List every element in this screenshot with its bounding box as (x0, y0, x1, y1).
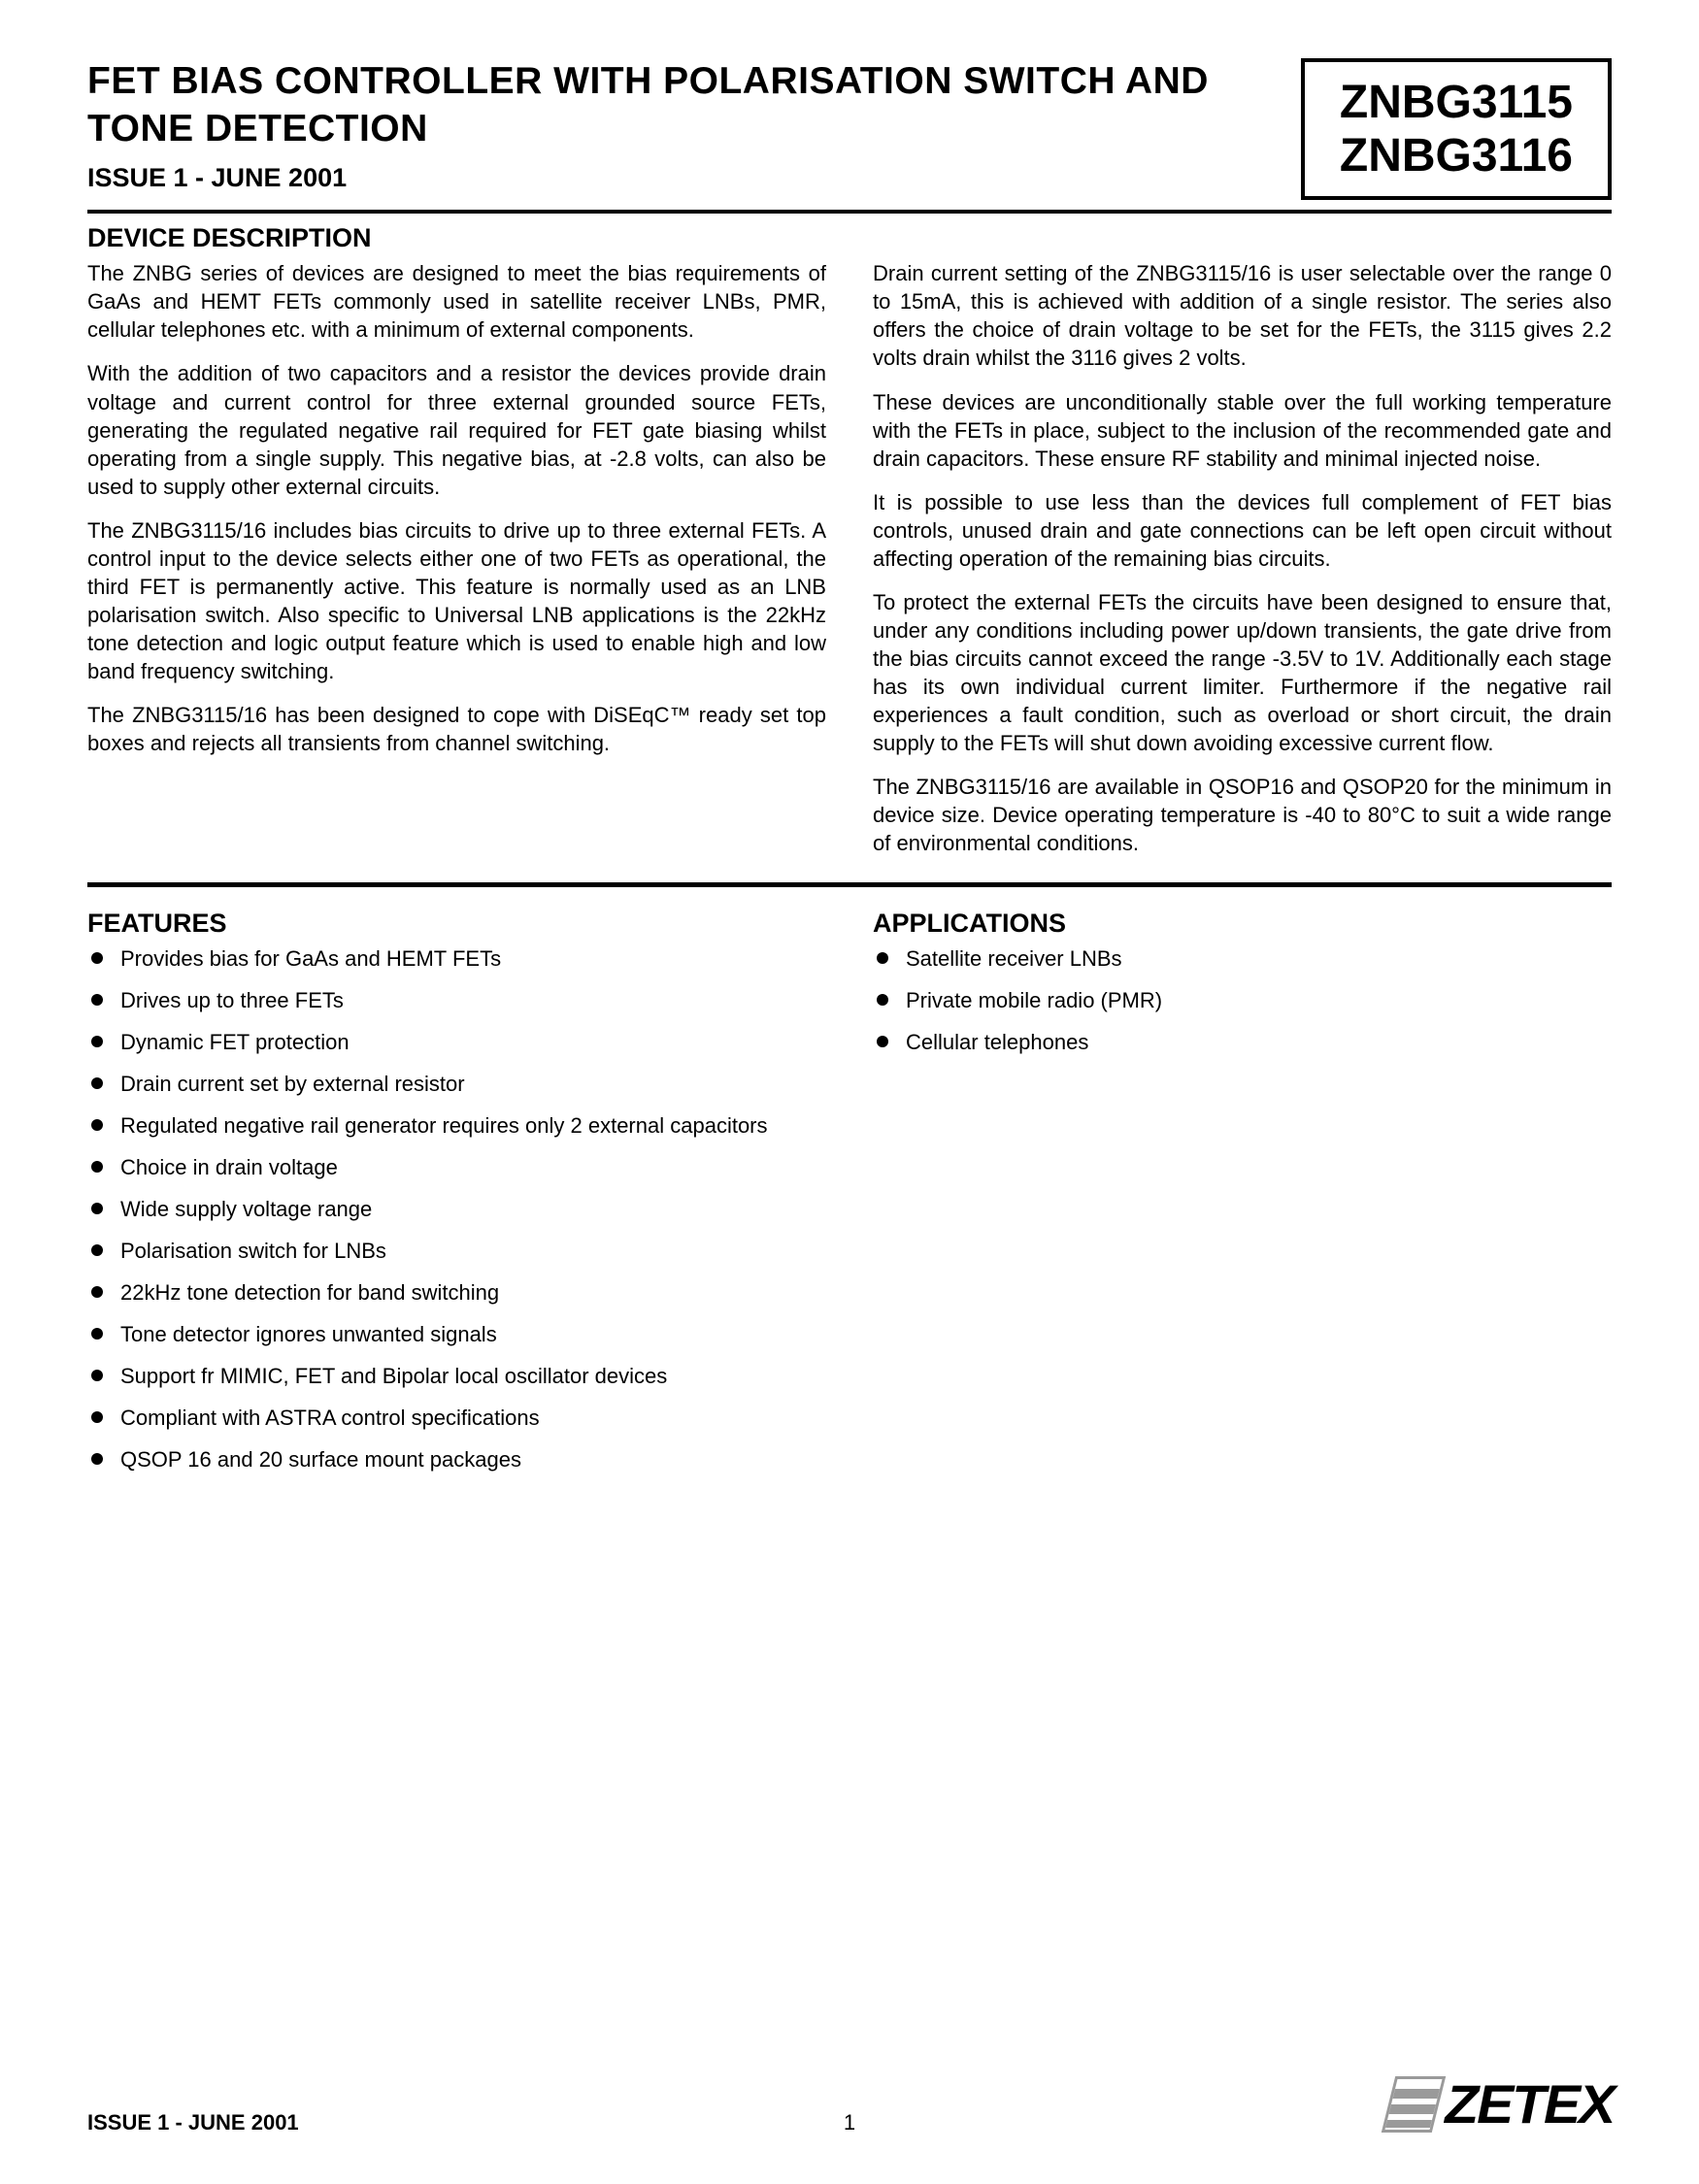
list-item: Compliant with ASTRA control specificati… (87, 1404, 826, 1432)
zetex-badge-icon (1381, 2076, 1445, 2133)
list-item: Satellite receiver LNBs (873, 944, 1612, 973)
desc-p6: These devices are unconditionally stable… (873, 388, 1612, 473)
zetex-logo: ZETEX (1388, 2072, 1612, 2135)
issue-line: ISSUE 1 - JUNE 2001 (87, 163, 1272, 193)
features-column: FEATURES Provides bias for GaAs and HEMT… (87, 909, 826, 1487)
list-item: Cellular telephones (873, 1028, 1612, 1056)
list-item: Drain current set by external resistor (87, 1070, 826, 1098)
part-number-2: ZNBG3116 (1340, 129, 1573, 182)
divider-mid (87, 882, 1612, 887)
desc-p8: To protect the external FETs the circuit… (873, 588, 1612, 757)
footer: ISSUE 1 - JUNE 2001 1 ZETEX (87, 2072, 1612, 2135)
list-item: Support fr MIMIC, FET and Bipolar local … (87, 1362, 826, 1390)
list-item: Private mobile radio (PMR) (873, 986, 1612, 1014)
desc-p9: The ZNBG3115/16 are available in QSOP16 … (873, 773, 1612, 857)
desc-p1: The ZNBG series of devices are designed … (87, 259, 826, 344)
divider-top (87, 210, 1612, 214)
desc-p4: The ZNBG3115/16 has been designed to cop… (87, 701, 826, 757)
device-description-heading: DEVICE DESCRIPTION (87, 223, 1612, 253)
list-item: Drives up to three FETs (87, 986, 826, 1014)
footer-page-number: 1 (844, 2110, 855, 2135)
list-item: 22kHz tone detection for band switching (87, 1278, 826, 1307)
desc-p3: The ZNBG3115/16 includes bias circuits t… (87, 516, 826, 685)
list-item: Regulated negative rail generator requir… (87, 1111, 826, 1140)
list-item: Polarisation switch for LNBs (87, 1237, 826, 1265)
desc-p7: It is possible to use less than the devi… (873, 488, 1612, 573)
features-list: Provides bias for GaAs and HEMT FETs Dri… (87, 944, 826, 1473)
part-number-1: ZNBG3115 (1340, 76, 1573, 129)
footer-issue: ISSUE 1 - JUNE 2001 (87, 2110, 299, 2135)
applications-column: APPLICATIONS Satellite receiver LNBs Pri… (873, 909, 1612, 1487)
list-item: Wide supply voltage range (87, 1195, 826, 1223)
description-body: The ZNBG series of devices are designed … (87, 259, 1612, 857)
list-item: Dynamic FET protection (87, 1028, 826, 1056)
header-row: FET BIAS CONTROLLER WITH POLARISATION SW… (87, 58, 1612, 200)
title-block: FET BIAS CONTROLLER WITH POLARISATION SW… (87, 58, 1301, 193)
part-number-box: ZNBG3115 ZNBG3116 (1301, 58, 1612, 200)
applications-heading: APPLICATIONS (873, 909, 1612, 939)
lower-columns: FEATURES Provides bias for GaAs and HEMT… (87, 909, 1612, 1487)
list-item: Provides bias for GaAs and HEMT FETs (87, 944, 826, 973)
features-heading: FEATURES (87, 909, 826, 939)
list-item: Tone detector ignores unwanted signals (87, 1320, 826, 1348)
zetex-logo-text: ZETEX (1445, 2072, 1614, 2135)
list-item: QSOP 16 and 20 surface mount packages (87, 1445, 826, 1473)
list-item: Choice in drain voltage (87, 1153, 826, 1181)
applications-list: Satellite receiver LNBs Private mobile r… (873, 944, 1612, 1056)
desc-p2: With the addition of two capacitors and … (87, 359, 826, 500)
desc-p5: Drain current setting of the ZNBG3115/16… (873, 259, 1612, 372)
main-title: FET BIAS CONTROLLER WITH POLARISATION SW… (87, 58, 1272, 153)
